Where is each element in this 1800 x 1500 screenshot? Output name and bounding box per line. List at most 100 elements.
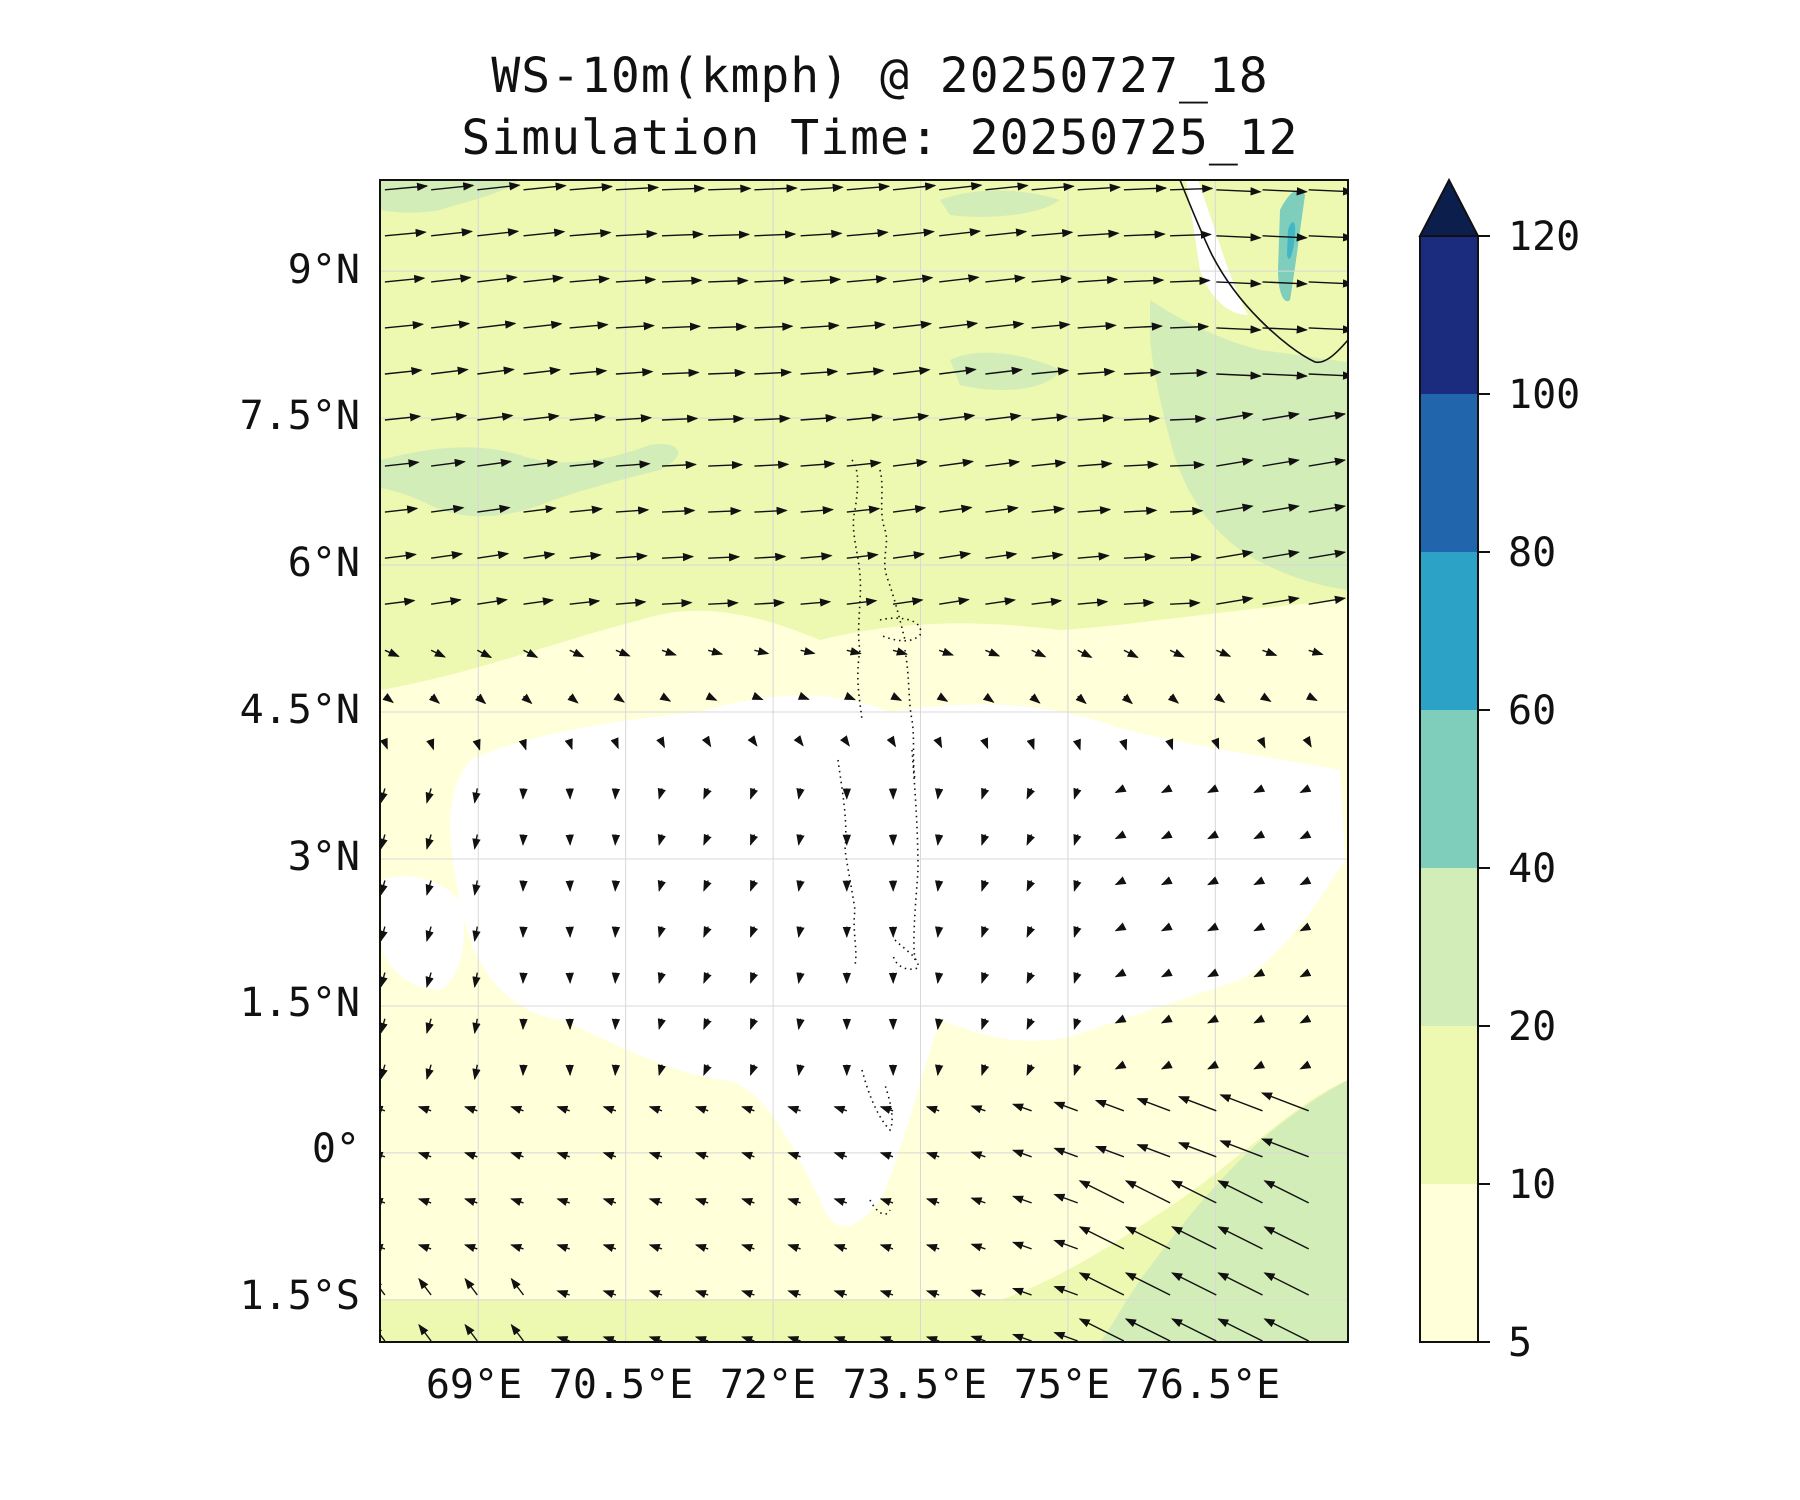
wind-arrow (741, 1290, 755, 1299)
wind-arrow (1114, 784, 1127, 794)
wind-arrow (648, 1244, 663, 1252)
wind-arrow (1123, 276, 1165, 285)
wind-arrow (1219, 1140, 1263, 1158)
wind-arrow (556, 1290, 570, 1299)
wind-arrow (1072, 738, 1081, 751)
wind-arrow (661, 414, 699, 424)
wind-arrow (1253, 1014, 1266, 1024)
wind-arrow (939, 228, 982, 237)
wind-arrow (463, 1198, 478, 1206)
wind-arrow (523, 228, 566, 237)
fill-band-20-40-southeast (1100, 1080, 1348, 1342)
wind-arrow (703, 971, 712, 984)
wind-arrow (982, 692, 995, 703)
wind-arrow (1308, 325, 1348, 334)
wind-arrow (970, 1105, 986, 1114)
wind-arrow (1217, 1318, 1263, 1342)
wind-arrow (1123, 649, 1139, 658)
wind-arrow (1124, 1226, 1171, 1250)
wind-arrow (523, 458, 559, 468)
wind-arrow (1031, 413, 1068, 422)
wind-arrow (425, 1018, 434, 1035)
wind-arrow (846, 367, 885, 376)
wind-arrow (661, 184, 706, 193)
wind-arrow (1217, 1180, 1263, 1204)
wind-arrow (648, 1336, 663, 1342)
wind-arrow (787, 1336, 801, 1342)
wind-arrow (892, 320, 933, 329)
wind-arrow (519, 926, 528, 938)
wind-arrow (431, 551, 464, 560)
wind-arrow (1262, 411, 1300, 421)
wind-arrow (708, 184, 752, 193)
wind-arrow (569, 321, 609, 330)
wind-arrow (1011, 1333, 1032, 1342)
wind-arrow (1170, 599, 1201, 608)
wind-arrow (1308, 503, 1347, 513)
wind-arrow (1305, 692, 1318, 702)
wind-arrow (1262, 325, 1308, 334)
wind-arrow (754, 647, 770, 656)
wind-arrow (1077, 598, 1109, 607)
wind-arrow (1170, 230, 1212, 239)
wind-arrow (694, 1244, 709, 1252)
wind-arrow (800, 367, 839, 377)
wind-arrow (939, 458, 974, 467)
wind-arrow (477, 550, 510, 560)
wind-arrow (985, 412, 1022, 422)
lat-label-1.5N: 1.5°N (239, 980, 360, 1026)
wind-arrow (708, 276, 749, 286)
wind-arrow (1262, 595, 1300, 605)
wind-arrow (892, 458, 928, 468)
wind-arrow (800, 647, 816, 656)
wind-arrow (1263, 1272, 1310, 1296)
wind-arrow (1123, 552, 1156, 562)
wind-arrow (569, 183, 613, 192)
wind-arrow (703, 925, 712, 938)
wind-arrow (661, 506, 696, 516)
wind-arrow (569, 597, 601, 607)
wind-arrow (477, 504, 511, 514)
wind-arrow (431, 504, 465, 514)
wind-arrow (981, 1064, 990, 1077)
wind-arrow (925, 1336, 940, 1342)
wind-arrow (892, 647, 908, 656)
wind-arrow (384, 182, 429, 192)
wind-arrow (523, 412, 560, 422)
wind-arrow (1171, 1180, 1217, 1204)
wind-arrow (741, 1244, 755, 1252)
wind-arrow (615, 322, 655, 331)
wind-arrow (384, 228, 427, 238)
wind-arrow (754, 322, 794, 331)
colorbar-label-80: 80 (1508, 530, 1557, 576)
wind-arrow (431, 458, 466, 468)
wind-arrow (749, 1064, 759, 1077)
wind-arrow (463, 1244, 478, 1252)
wind-arrow (985, 551, 1018, 560)
wind-arrow (1259, 692, 1272, 703)
wind-arrow (985, 458, 1021, 468)
wind-arrow (892, 182, 937, 191)
wind-arrow (661, 368, 700, 378)
wind-arrow (703, 787, 712, 800)
wind-arrow (846, 597, 878, 607)
lat-label-3N: 3°N (287, 834, 360, 880)
wind-arrow (380, 1105, 386, 1114)
wind-arrow (384, 320, 424, 330)
wind-arrow (648, 1151, 663, 1160)
wind-arrow (800, 414, 837, 423)
wind-arrow (657, 1064, 666, 1077)
wind-arrow (1031, 228, 1074, 238)
wind-arrow (879, 1244, 894, 1252)
wind-arrow (708, 414, 745, 424)
wind-arrow (1299, 1014, 1312, 1024)
wind-arrow (1216, 187, 1262, 196)
wind-arrow (800, 321, 840, 331)
wind-arrow (741, 1198, 755, 1206)
lat-label-4.5N: 4.5°N (239, 687, 360, 733)
wind-arrow (1207, 922, 1219, 932)
wind-arrow (431, 182, 475, 191)
wind-arrow (985, 182, 1029, 191)
wind-arrow (1216, 503, 1254, 513)
wind-arrow (1031, 648, 1047, 658)
